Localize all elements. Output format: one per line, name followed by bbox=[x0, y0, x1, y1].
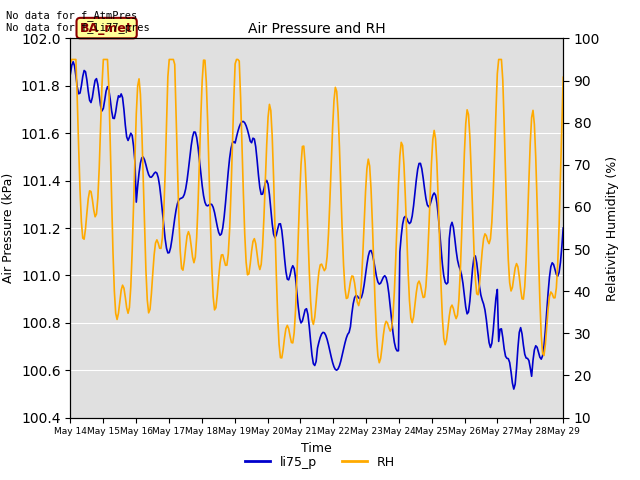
RH bbox=[68, 57, 76, 62]
li75_p bbox=[534, 349, 542, 355]
li75_p bbox=[284, 276, 291, 282]
RH bbox=[559, 74, 567, 80]
Line: li75_p: li75_p bbox=[70, 62, 563, 389]
li75_p bbox=[510, 386, 518, 392]
Text: No data for f_AtmPres
No data for f_li77_pres: No data for f_AtmPres No data for f_li77… bbox=[6, 10, 150, 33]
li75_p bbox=[239, 119, 247, 124]
RH bbox=[231, 61, 239, 67]
Legend: li75_p, RH: li75_p, RH bbox=[240, 451, 400, 474]
Text: BA_met: BA_met bbox=[80, 22, 133, 35]
li75_p bbox=[559, 225, 567, 231]
RH bbox=[534, 252, 542, 257]
li75_p bbox=[67, 71, 74, 77]
RH bbox=[129, 249, 136, 254]
li75_p bbox=[231, 140, 239, 146]
li75_p bbox=[69, 59, 77, 65]
li75_p bbox=[129, 132, 136, 138]
RH bbox=[284, 323, 291, 328]
Y-axis label: Air Pressure (kPa): Air Pressure (kPa) bbox=[3, 173, 15, 283]
Line: RH: RH bbox=[70, 60, 563, 363]
li75_p bbox=[215, 229, 223, 235]
RH bbox=[215, 275, 223, 281]
RH bbox=[67, 60, 74, 66]
Title: Air Pressure and RH: Air Pressure and RH bbox=[248, 22, 386, 36]
X-axis label: Time: Time bbox=[301, 442, 332, 455]
RH bbox=[239, 190, 247, 196]
Y-axis label: Relativity Humidity (%): Relativity Humidity (%) bbox=[605, 156, 618, 300]
RH bbox=[376, 360, 383, 366]
